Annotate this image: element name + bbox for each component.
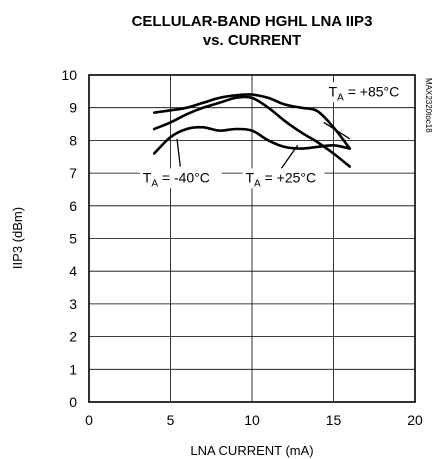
y-tick-label-10: 10 <box>61 67 77 83</box>
series-label-value: = -40°C <box>158 169 210 185</box>
figure-code: MAX2320toc18 <box>424 78 433 133</box>
series-label-t: T <box>143 169 152 185</box>
chart-title-line2: vs. CURRENT <box>203 32 301 49</box>
series-label-t: T <box>245 169 254 185</box>
y-tick-label-4: 4 <box>69 263 77 279</box>
series-label-text-25c: TA = +25°C <box>245 169 316 189</box>
y-tick-labels: 0 1 2 3 4 5 6 7 8 9 10 <box>61 67 77 410</box>
x-axis-label: LNA CURRENT (mA) <box>190 443 313 458</box>
series-labels: TA = +85°CTA = +25°CTA = -40°C <box>139 82 408 189</box>
chart-grid <box>88 74 416 403</box>
x-tick-label-0: 0 <box>85 412 93 428</box>
series-line-minus40c <box>152 125 352 155</box>
series-label-subscript: A <box>151 178 158 189</box>
x-tick-label-2: 10 <box>244 412 260 428</box>
chart-series-group <box>152 93 352 168</box>
y-tick-label-2: 2 <box>69 329 77 345</box>
series-label-text-85c: TA = +85°C <box>329 83 400 103</box>
series-label-minus40c: TA = -40°C <box>139 168 222 189</box>
series-label-bg-25c <box>242 168 325 189</box>
plot-frame <box>88 74 416 403</box>
y-tick-label-9: 9 <box>69 100 77 116</box>
x-tick-label-3: 15 <box>326 412 342 428</box>
series-label-25c: TA = +25°C <box>242 168 325 189</box>
y-tick-label-6: 6 <box>69 198 77 214</box>
y-tick-label-3: 3 <box>69 296 77 312</box>
series-label-bg-minus40c <box>139 168 222 189</box>
series-line-25c <box>152 95 352 168</box>
y-tick-label-1: 1 <box>69 361 77 377</box>
series-label-subscript: A <box>337 92 344 103</box>
y-tick-label-7: 7 <box>69 165 77 181</box>
series-label-text-minus40c: TA = -40°C <box>143 169 210 189</box>
y-axis-label: IIP3 (dBm) <box>10 207 25 269</box>
leader-line-85c <box>323 121 351 140</box>
x-tick-labels: 0 5 10 15 20 <box>85 412 423 428</box>
leader-line-minus40c <box>176 138 181 167</box>
y-tick-label-5: 5 <box>69 231 77 247</box>
series-label-t: T <box>329 83 338 99</box>
series-line-85c <box>152 93 352 150</box>
series-label-value: = +85°C <box>344 83 399 99</box>
x-tick-label-1: 5 <box>167 412 175 428</box>
series-label-subscript: A <box>254 178 261 189</box>
chart-title-line1: CELLULAR-BAND HGHL LNA IIP3 <box>132 13 373 30</box>
y-tick-label-0: 0 <box>69 394 77 410</box>
x-tick-label-4: 20 <box>407 412 423 428</box>
series-label-85c: TA = +85°C <box>325 82 408 103</box>
series-label-value: = +25°C <box>261 169 316 185</box>
series-label-bg-85c <box>325 82 408 103</box>
y-tick-label-8: 8 <box>69 132 77 148</box>
